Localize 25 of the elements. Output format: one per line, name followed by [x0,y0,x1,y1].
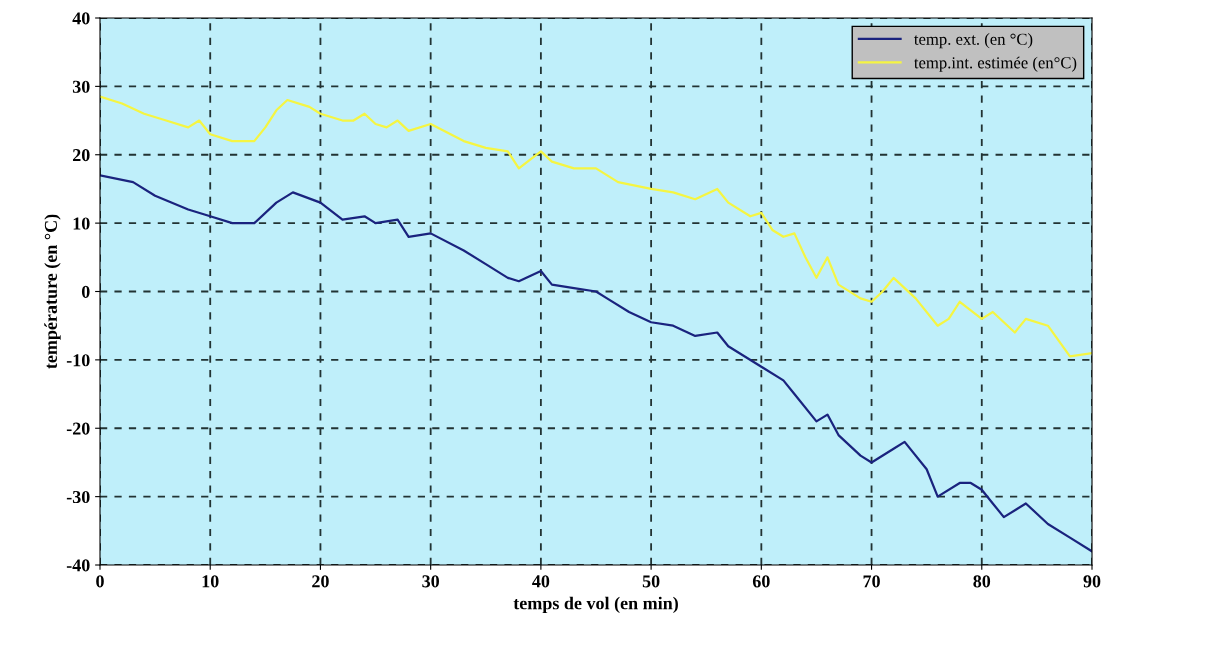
y-tick-label: 20 [72,149,90,162]
x-axis-title: temps de vol (en min) [513,596,678,614]
x-tick-label: 70 [863,575,880,588]
y-tick-label: -20 [66,422,90,435]
y-tick-label: 0 [81,285,90,298]
x-tick-label: 50 [642,575,660,588]
x-tick-label: 40 [532,575,550,588]
x-tick-label: 20 [312,575,329,588]
x-tick-label: 0 [96,575,104,588]
y-tick-label: 10 [73,217,90,230]
y-tick-label: 40 [72,12,90,25]
legend-label: temp.int. estimée (en°C) [914,56,1077,72]
legend-label: temp. ext. (en °C) [914,33,1033,49]
y-tick-label: 30 [72,80,90,93]
y-tick-label: -40 [66,559,90,572]
x-tick-label: 90 [1083,575,1101,588]
x-tick-label: 10 [202,575,219,588]
line-series [100,95,1092,358]
x-tick-label: 80 [973,575,991,588]
x-tick-label: 60 [752,575,770,588]
y-axis-title: température (en °C) [44,214,61,369]
line-series [100,174,1092,553]
y-tick-label: -30 [66,490,90,504]
x-tick-label: 30 [422,575,440,588]
y-tick-label: -10 [66,354,90,367]
